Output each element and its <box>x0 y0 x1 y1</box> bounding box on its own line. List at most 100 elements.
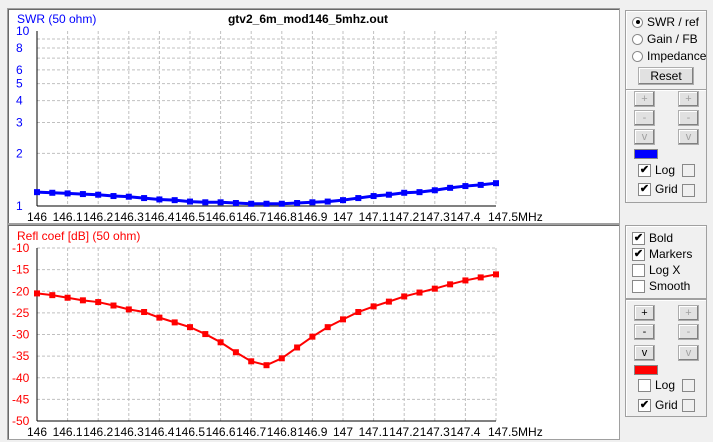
y-tick-label: -45 <box>12 392 30 406</box>
smooth-checkbox[interactable]: Smooth <box>632 279 690 293</box>
data-point-marker <box>248 200 255 207</box>
markers-checkbox[interactable]: ✔ Markers <box>632 247 692 261</box>
checkbox-checked[interactable]: ✔ <box>638 182 651 196</box>
data-point-marker <box>462 277 469 284</box>
display-options-group <box>625 225 707 299</box>
swr-down-right-button[interactable]: v <box>678 129 699 145</box>
refl-grid-right-checkbox[interactable] <box>682 399 695 412</box>
x-tick-label: 147.3 <box>420 425 450 439</box>
data-point-marker <box>125 193 132 200</box>
refl-down-left-button[interactable]: v <box>634 345 655 361</box>
y-tick-label: -35 <box>12 349 30 363</box>
x-tick-label: 146.8 <box>267 210 297 223</box>
refl-grid-checkbox[interactable]: ✔ Grid <box>638 398 678 412</box>
swr-plus-left-button[interactable]: + <box>634 91 655 107</box>
data-point-marker <box>309 199 316 206</box>
radio-swr-ref[interactable]: SWR / ref <box>632 15 699 29</box>
checkbox-label: Bold <box>649 231 674 245</box>
refl-log-right-checkbox[interactable] <box>682 379 695 392</box>
radio-label: Gain / FB <box>647 32 698 46</box>
data-point-marker <box>110 193 117 200</box>
swr-grid-right-checkbox[interactable] <box>682 184 695 197</box>
y-axis-label: SWR (50 ohm) <box>17 12 96 26</box>
data-point-marker <box>34 189 40 196</box>
swr-log-right-checkbox[interactable] <box>682 164 695 177</box>
refl-minus-left-button[interactable]: - <box>634 324 655 340</box>
checkbox-label: Markers <box>649 247 693 261</box>
radio-button[interactable] <box>632 50 643 62</box>
logx-checkbox[interactable]: Log X <box>632 263 680 277</box>
data-point-marker <box>416 189 423 196</box>
swr-grid-checkbox[interactable]: ✔ Grid <box>638 182 678 196</box>
checkbox-checked[interactable]: ✔ <box>638 398 651 412</box>
checkbox-checked[interactable]: ✔ <box>638 163 651 177</box>
data-point-marker <box>232 349 239 356</box>
radio-gain-fb[interactable]: Gain / FB <box>632 32 698 46</box>
swr-log-checkbox[interactable]: ✔ Log <box>638 163 675 177</box>
data-point-marker <box>156 314 163 321</box>
radio-label: Impedance <box>647 49 707 63</box>
x-tick-label: 146.8 <box>267 425 297 439</box>
x-tick-label: 146.1 <box>53 210 83 223</box>
data-point-marker <box>34 290 40 297</box>
x-tick-label: 147.1 <box>359 210 389 223</box>
data-point-marker <box>156 196 163 203</box>
data-point-marker <box>401 189 408 196</box>
refl-chart-panel: Refl coef [dB] (50 ohm) 146 146.1 146.2 146.… <box>7 224 620 440</box>
data-point-marker <box>217 339 224 346</box>
swr-plus-right-button[interactable]: + <box>678 91 699 107</box>
checkbox-unchecked[interactable] <box>632 279 645 293</box>
data-point-marker <box>493 271 499 278</box>
x-tick-label: 146.4 <box>144 210 174 223</box>
checkbox-unchecked[interactable] <box>638 378 651 392</box>
checkbox-unchecked[interactable] <box>632 263 645 277</box>
data-point-marker <box>355 309 362 316</box>
refl-log-checkbox[interactable]: Log <box>638 378 675 392</box>
radio-impedance[interactable]: Impedance <box>632 49 706 63</box>
y-tick-label: 3 <box>16 116 23 130</box>
x-tick-label: 147.2 <box>389 210 419 223</box>
x-tick-label: 146.2 <box>83 210 113 223</box>
refl-down-right-button[interactable]: v <box>678 345 699 361</box>
x-tick-label: 146.3 <box>114 425 144 439</box>
x-tick-label: 146.6 <box>206 210 236 223</box>
swr-minus-right-button[interactable]: - <box>678 110 699 126</box>
data-point-marker <box>110 302 117 309</box>
x-tick-label: 146.5 <box>175 425 205 439</box>
data-point-marker <box>477 274 484 281</box>
refl-color-swatch[interactable] <box>634 365 658 375</box>
x-tick-label: 146.5 <box>175 210 205 223</box>
checkbox-label: Log X <box>649 263 681 277</box>
bold-checkbox[interactable]: ✔ Bold <box>632 231 673 245</box>
data-point-marker <box>248 358 255 365</box>
data-point-marker <box>95 299 102 306</box>
reset-button[interactable]: Reset <box>638 67 694 85</box>
radio-button[interactable] <box>632 16 643 28</box>
y-tick-label: -10 <box>12 241 30 255</box>
data-point-marker <box>49 292 56 299</box>
data-point-marker <box>202 199 209 206</box>
x-tick-label: 147.3 <box>420 210 450 223</box>
data-point-marker <box>370 193 377 200</box>
y-tick-label: 6 <box>16 63 23 77</box>
swr-minus-left-button[interactable]: - <box>634 110 655 126</box>
x-tick-label: 147 <box>333 210 353 223</box>
refl-plus-left-button[interactable]: + <box>634 305 655 321</box>
data-point-marker <box>385 298 392 305</box>
refl-chart: Refl coef [dB] (50 ohm)146 146.1 146.2 146.… <box>12 229 543 439</box>
radio-button[interactable] <box>632 33 643 45</box>
swr-down-left-button[interactable]: v <box>634 129 655 145</box>
swr-color-swatch[interactable] <box>634 149 658 159</box>
data-point-marker <box>141 309 148 316</box>
refl-minus-right-button[interactable]: - <box>678 324 699 340</box>
checkbox-checked[interactable]: ✔ <box>632 247 645 261</box>
refl-plus-right-button[interactable]: + <box>678 305 699 321</box>
radio-label: SWR / ref <box>647 15 700 29</box>
checkbox-checked[interactable]: ✔ <box>632 231 645 245</box>
x-tick-label: 146.2 <box>83 425 113 439</box>
data-point-marker <box>447 184 454 191</box>
y-tick-label: -50 <box>12 414 30 428</box>
x-tick-label: 147.4 <box>450 210 480 223</box>
data-point-marker <box>385 191 392 198</box>
